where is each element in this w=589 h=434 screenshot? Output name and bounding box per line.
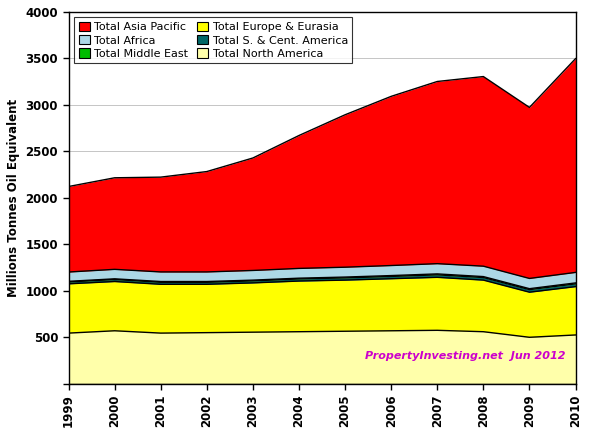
Y-axis label: Millions Tonnes Oil Equivalent: Millions Tonnes Oil Equivalent [7,99,20,297]
Legend: Total Asia Pacific, Total Africa, Total Middle East, Total Europe & Eurasia, Tot: Total Asia Pacific, Total Africa, Total … [74,17,352,63]
Text: PropertyInvesting.net  Jun 2012: PropertyInvesting.net Jun 2012 [365,352,565,362]
